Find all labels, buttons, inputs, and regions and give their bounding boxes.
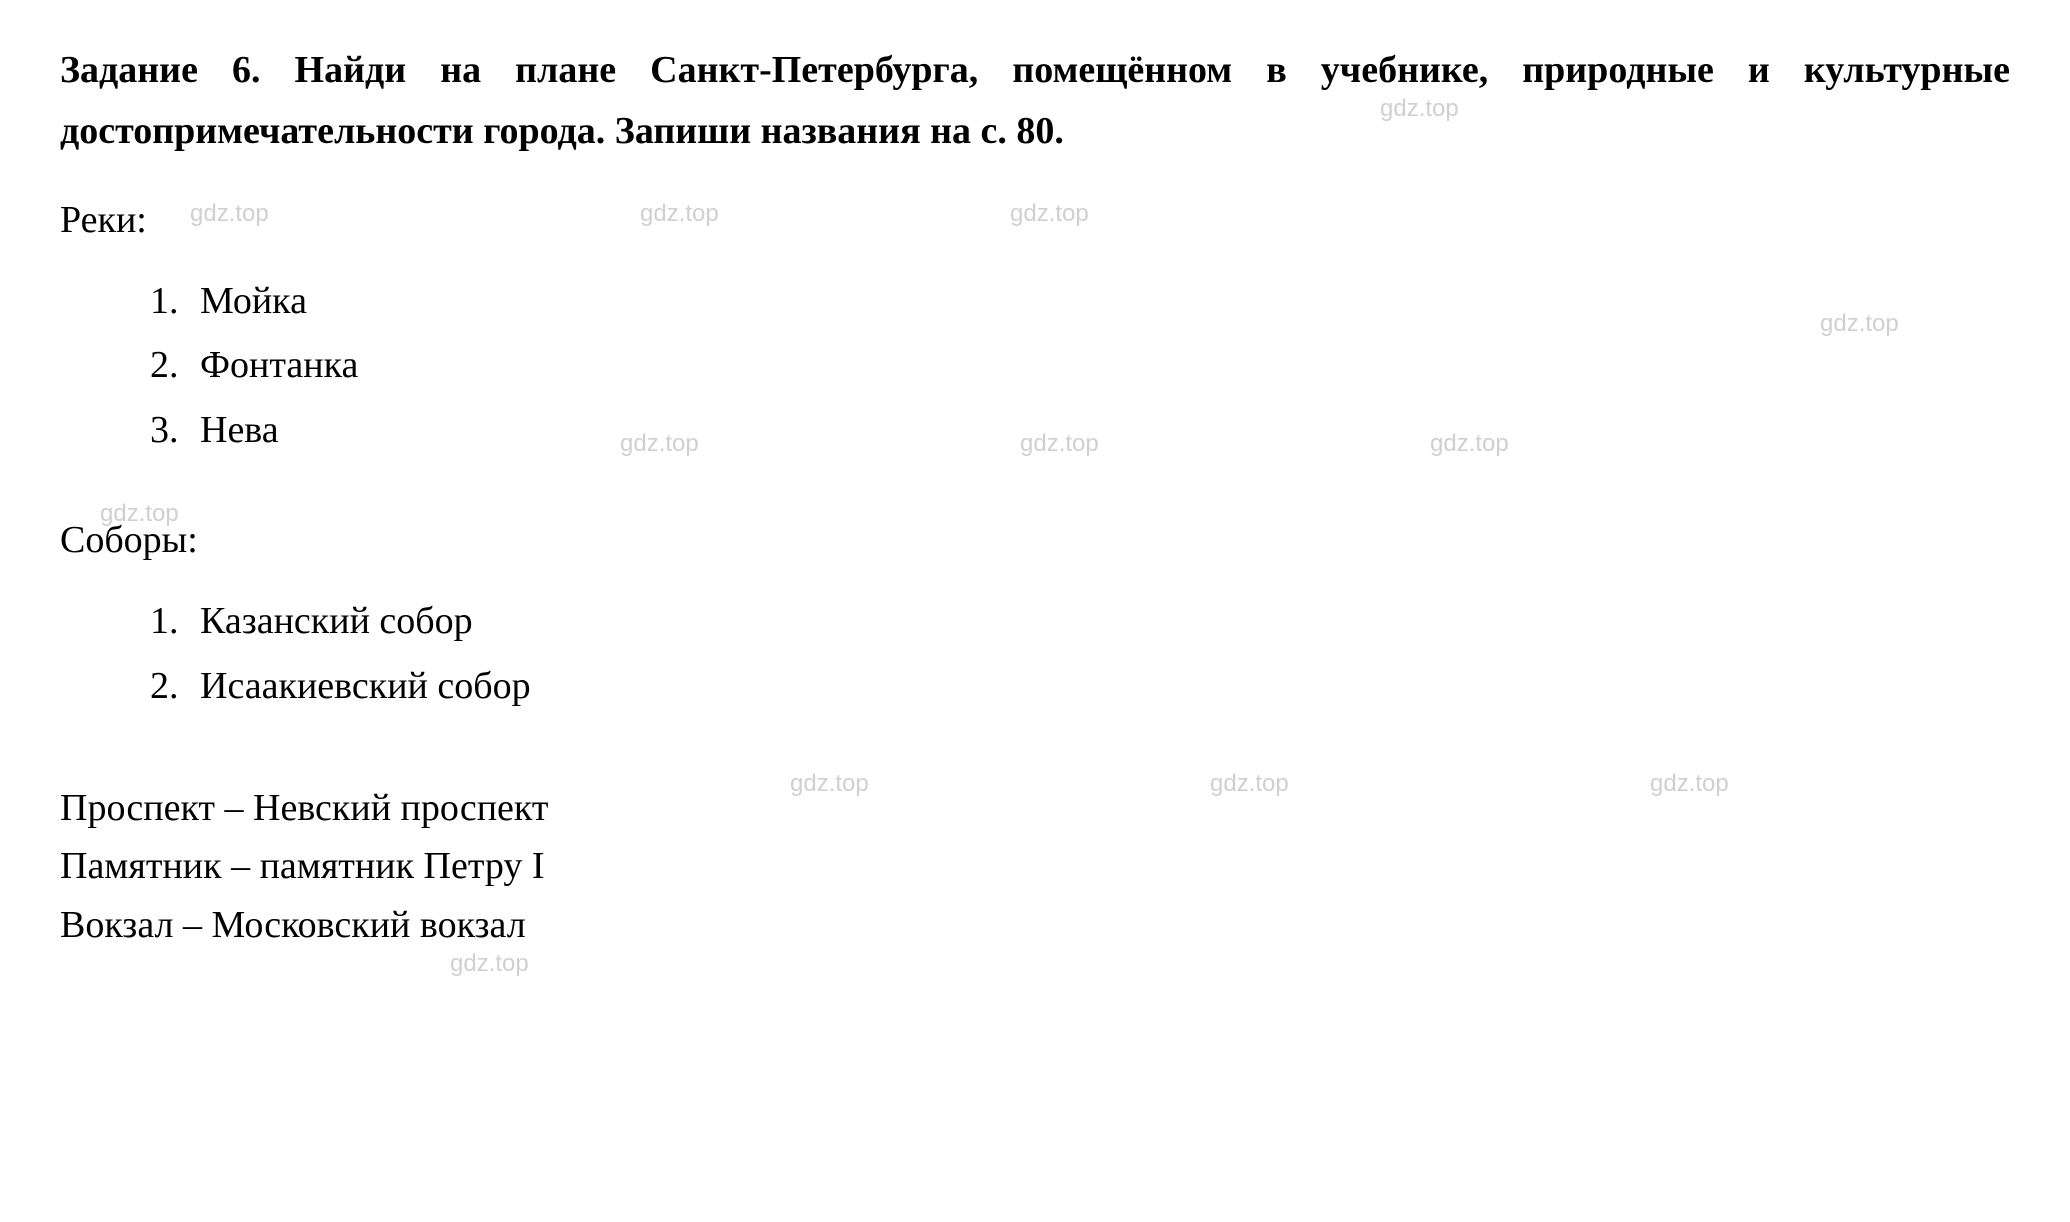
cathedrals-label: Соборы: — [60, 512, 2010, 569]
list-text: Казанский собор — [200, 600, 473, 642]
task-heading: Задание 6. Найди на плане Санкт-Петербур… — [60, 40, 2010, 162]
list-item: 2.Фонтанка — [150, 333, 2010, 398]
definition-monument: Памятник – памятник Петру I — [60, 837, 2010, 896]
rivers-label: Реки: — [60, 192, 2010, 249]
list-item: 2.Исаакиевский собор — [150, 654, 2010, 719]
list-number: 2. — [150, 333, 200, 398]
list-text: Мойка — [200, 280, 307, 322]
definition-station: Вокзал – Московский вокзал — [60, 896, 2010, 955]
list-item: 3.Нева — [150, 398, 2010, 463]
list-item: 1.Казанский собор — [150, 589, 2010, 654]
list-number: 1. — [150, 589, 200, 654]
definition-prospect: Проспект – Невский проспект — [60, 779, 2010, 838]
list-text: Фонтанка — [200, 344, 358, 386]
cathedrals-list: 1.Казанский собор 2.Исаакиевский собор — [60, 589, 2010, 718]
list-number: 1. — [150, 269, 200, 334]
list-text: Исаакиевский собор — [200, 665, 531, 707]
definitions-block: Проспект – Невский проспект Памятник – п… — [60, 779, 2010, 956]
rivers-list: 1.Мойка 2.Фонтанка 3.Нева — [60, 269, 2010, 463]
list-item: 1.Мойка — [150, 269, 2010, 334]
list-number: 2. — [150, 654, 200, 719]
list-number: 3. — [150, 398, 200, 463]
list-text: Нева — [200, 409, 279, 451]
